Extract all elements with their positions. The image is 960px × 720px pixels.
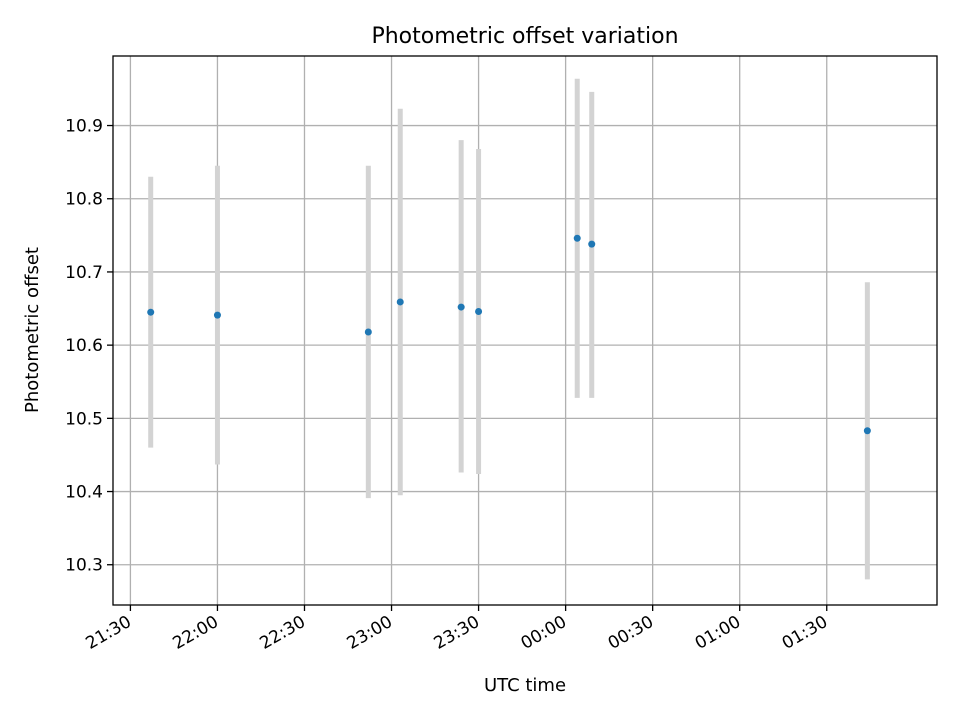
data-point <box>364 328 372 336</box>
data-points <box>147 234 871 435</box>
data-point <box>147 308 155 316</box>
data-point <box>396 298 404 306</box>
data-point <box>863 427 871 435</box>
data-point <box>475 307 483 315</box>
data-point <box>213 311 221 319</box>
y-tick-label: 10.5 <box>65 409 103 429</box>
data-point <box>457 303 465 311</box>
y-tick-label: 10.9 <box>65 117 103 137</box>
y-tick-label: 10.7 <box>65 263 103 283</box>
plot-frame <box>112 55 938 606</box>
y-tick-label: 10.3 <box>65 556 103 576</box>
grid <box>113 56 937 605</box>
chart-title: Photometric offset variation <box>371 24 678 49</box>
y-axis-ticks: 10.3 10.4 10.5 10.6 10.7 10.8 10.9 <box>65 117 113 576</box>
x-axis-label: UTC time <box>484 675 566 696</box>
data-point <box>588 240 596 248</box>
y-tick-label: 10.8 <box>65 190 103 210</box>
y-axis-label: Photometric offset <box>22 247 43 413</box>
y-tick-label: 10.4 <box>65 483 103 503</box>
data-point <box>573 234 581 242</box>
y-tick-label: 10.6 <box>65 336 103 356</box>
